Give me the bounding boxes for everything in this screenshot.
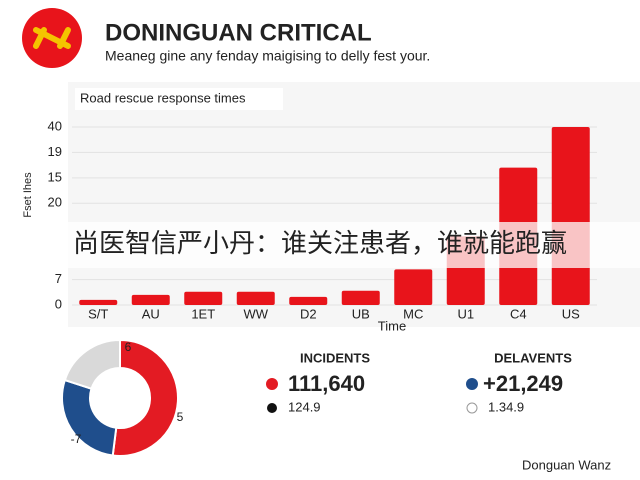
stat-title: DELAVENTS <box>494 350 572 365</box>
donut-slice <box>63 338 121 390</box>
stat-sub: 124.9 <box>288 399 321 414</box>
x-tick-label: UB <box>352 306 370 321</box>
x-tick-label: D2 <box>300 306 317 321</box>
bar <box>236 291 275 305</box>
bar <box>131 294 170 305</box>
stat-dot <box>266 378 278 390</box>
y-tick-label: 40 <box>48 118 62 133</box>
x-tick-label: 1ET <box>191 306 215 321</box>
title: DONINGUAN CRITICAL <box>105 19 372 46</box>
donut-label: 6 <box>125 340 132 354</box>
bar <box>79 299 118 305</box>
stat-value: +21,249 <box>483 371 563 396</box>
y-tick-label: 19 <box>48 144 62 159</box>
donut-slice <box>111 338 179 457</box>
x-tick-label: AU <box>142 306 160 321</box>
stat-title: INCIDENTS <box>300 350 370 365</box>
y-tick-label: 0 <box>55 296 62 311</box>
y-axis-label: Fset Ihes <box>22 172 34 218</box>
banner-bg <box>0 222 640 268</box>
x-tick-label: WW <box>243 306 268 321</box>
bar <box>551 127 590 305</box>
stat-sub: 1.34.9 <box>488 399 524 414</box>
stat-value: 111,640 <box>288 371 365 396</box>
donut-label: -7 <box>71 432 82 446</box>
bar <box>289 296 328 305</box>
stat-dot <box>466 402 478 414</box>
bar <box>394 269 433 305</box>
x-tick-label: US <box>562 306 580 321</box>
chart-title-box <box>75 88 283 110</box>
stat-dot <box>466 378 478 390</box>
bar <box>184 291 223 305</box>
y-tick-label: 15 <box>48 169 62 184</box>
banner: 尚医智信严小丹：谁关注患者，谁就能跑赢 <box>73 228 567 258</box>
chart-title: Road rescue response times <box>80 90 246 105</box>
y-tick-label: 7 <box>55 271 62 286</box>
donut-slice <box>61 378 118 457</box>
y-tick-label: 20 <box>48 195 62 210</box>
x-tick-label: S/T <box>88 306 108 321</box>
x-tick-label: MC <box>403 306 423 321</box>
x-axis-label: Time <box>378 318 406 333</box>
donut-label: 5 <box>177 410 184 424</box>
x-tick-label: U1 <box>457 306 474 321</box>
subtitle: Meaneg gine any fenday maigising to dell… <box>105 48 430 64</box>
bar <box>341 290 380 305</box>
footer: Donguan Wanz <box>522 457 611 472</box>
logo-icon <box>33 27 71 49</box>
chart-panel <box>68 82 640 327</box>
x-tick-label: C4 <box>510 306 527 321</box>
stat-dot <box>267 403 277 413</box>
